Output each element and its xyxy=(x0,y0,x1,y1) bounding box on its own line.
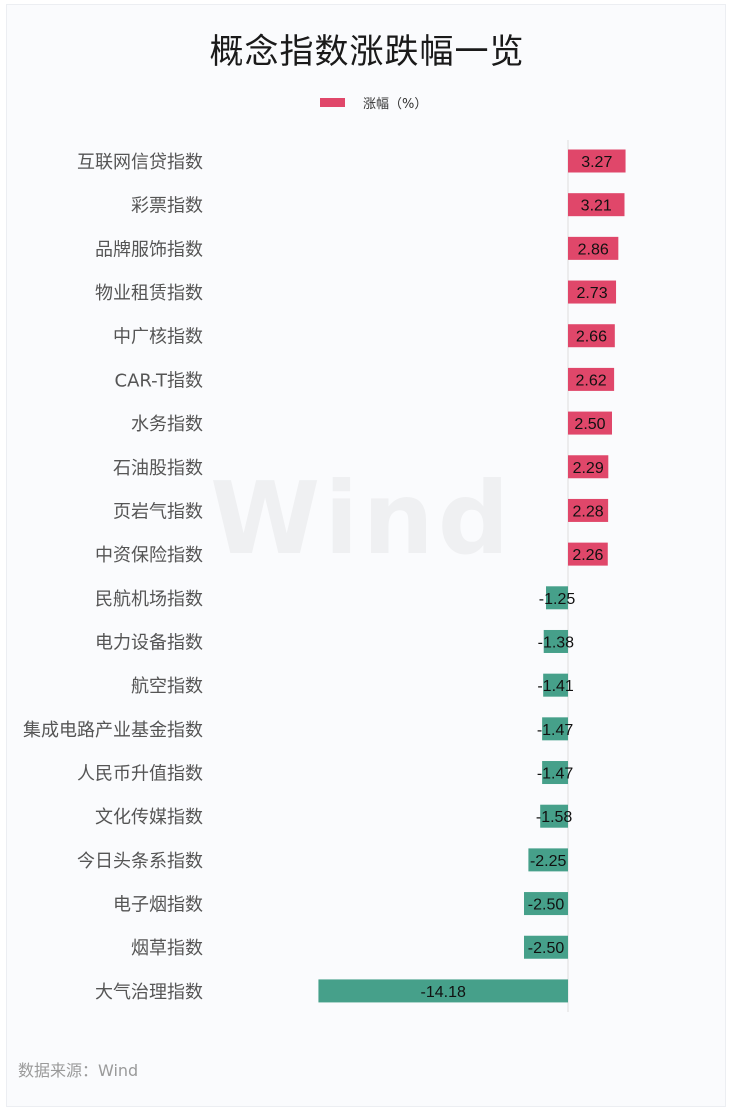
data-label: 2.86 xyxy=(578,241,609,258)
category-label: 中广核指数 xyxy=(113,327,203,348)
bar-positive xyxy=(568,498,609,522)
legend-label: 涨幅（%） xyxy=(363,96,428,112)
data-label: -1.47 xyxy=(537,722,574,739)
data-label: 2.66 xyxy=(576,329,607,346)
category-label: 水务指数 xyxy=(131,414,203,435)
chart-title: 概念指数涨跌幅一览 xyxy=(209,32,525,72)
bar-negative xyxy=(528,848,568,872)
bar-negative xyxy=(546,586,568,610)
data-label: 2.50 xyxy=(574,416,605,433)
category-label: 互联网信贷指数 xyxy=(77,152,203,173)
data-label: -2.25 xyxy=(530,853,567,870)
data-label: 2.62 xyxy=(575,372,606,389)
data-label: 3.21 xyxy=(581,198,612,215)
data-label: -14.18 xyxy=(421,984,466,1001)
data-label: -1.41 xyxy=(537,678,574,695)
data-label: 2.26 xyxy=(572,547,603,564)
category-label: 航空指数 xyxy=(131,676,203,697)
bar-negative xyxy=(540,804,568,828)
category-label: 页岩气指数 xyxy=(113,501,203,522)
category-label: 大气治理指数 xyxy=(95,982,203,1003)
data-label: -1.47 xyxy=(537,766,574,783)
bar-positive xyxy=(568,236,619,260)
legend-swatch xyxy=(320,97,345,107)
category-label: 民航机场指数 xyxy=(95,589,203,610)
data-source: 数据来源：Wind xyxy=(18,1061,139,1080)
bar-negative xyxy=(543,629,568,653)
data-label: 3.27 xyxy=(581,154,612,171)
category-label: 电子烟指数 xyxy=(113,895,203,916)
bar-positive xyxy=(568,542,608,566)
category-label: 中资保险指数 xyxy=(95,545,203,566)
category-label: 人民币升值指数 xyxy=(77,764,203,785)
category-label: 物业租赁指数 xyxy=(95,283,203,304)
bar-negative xyxy=(542,717,568,741)
category-label: 电力设备指数 xyxy=(95,632,203,653)
category-label: 烟草指数 xyxy=(131,938,203,959)
bar-negative xyxy=(542,761,568,785)
data-label: -2.50 xyxy=(528,897,565,914)
category-label: 彩票指数 xyxy=(131,196,203,217)
category-label: 集成电路产业基金指数 xyxy=(23,720,203,741)
bar-positive xyxy=(568,411,612,435)
bar-negative xyxy=(318,979,568,1003)
data-label: 2.73 xyxy=(576,285,607,302)
data-label: 2.29 xyxy=(573,460,604,477)
bar-positive xyxy=(568,367,615,391)
category-label: 文化传媒指数 xyxy=(95,807,203,828)
data-label: -1.25 xyxy=(539,591,576,608)
category-label: 今日头条系指数 xyxy=(77,851,203,872)
data-label: -2.50 xyxy=(528,940,565,957)
data-label: 2.28 xyxy=(572,503,603,520)
bar-positive xyxy=(568,193,625,217)
category-label: 品牌服饰指数 xyxy=(95,239,203,260)
category-label: 石油股指数 xyxy=(113,458,203,479)
data-label: -1.38 xyxy=(538,634,575,651)
data-label: -1.58 xyxy=(536,809,573,826)
bar-negative xyxy=(543,673,568,697)
bar-positive xyxy=(568,149,626,173)
category-label: CAR-T指数 xyxy=(115,370,204,391)
bar-positive xyxy=(568,280,617,304)
bar-positive xyxy=(568,455,609,479)
legend: 涨幅（%） xyxy=(320,92,427,112)
bar-negative xyxy=(524,935,568,959)
bar-positive xyxy=(568,324,615,348)
bar-negative xyxy=(524,892,568,916)
watermark: Wind xyxy=(210,460,513,577)
